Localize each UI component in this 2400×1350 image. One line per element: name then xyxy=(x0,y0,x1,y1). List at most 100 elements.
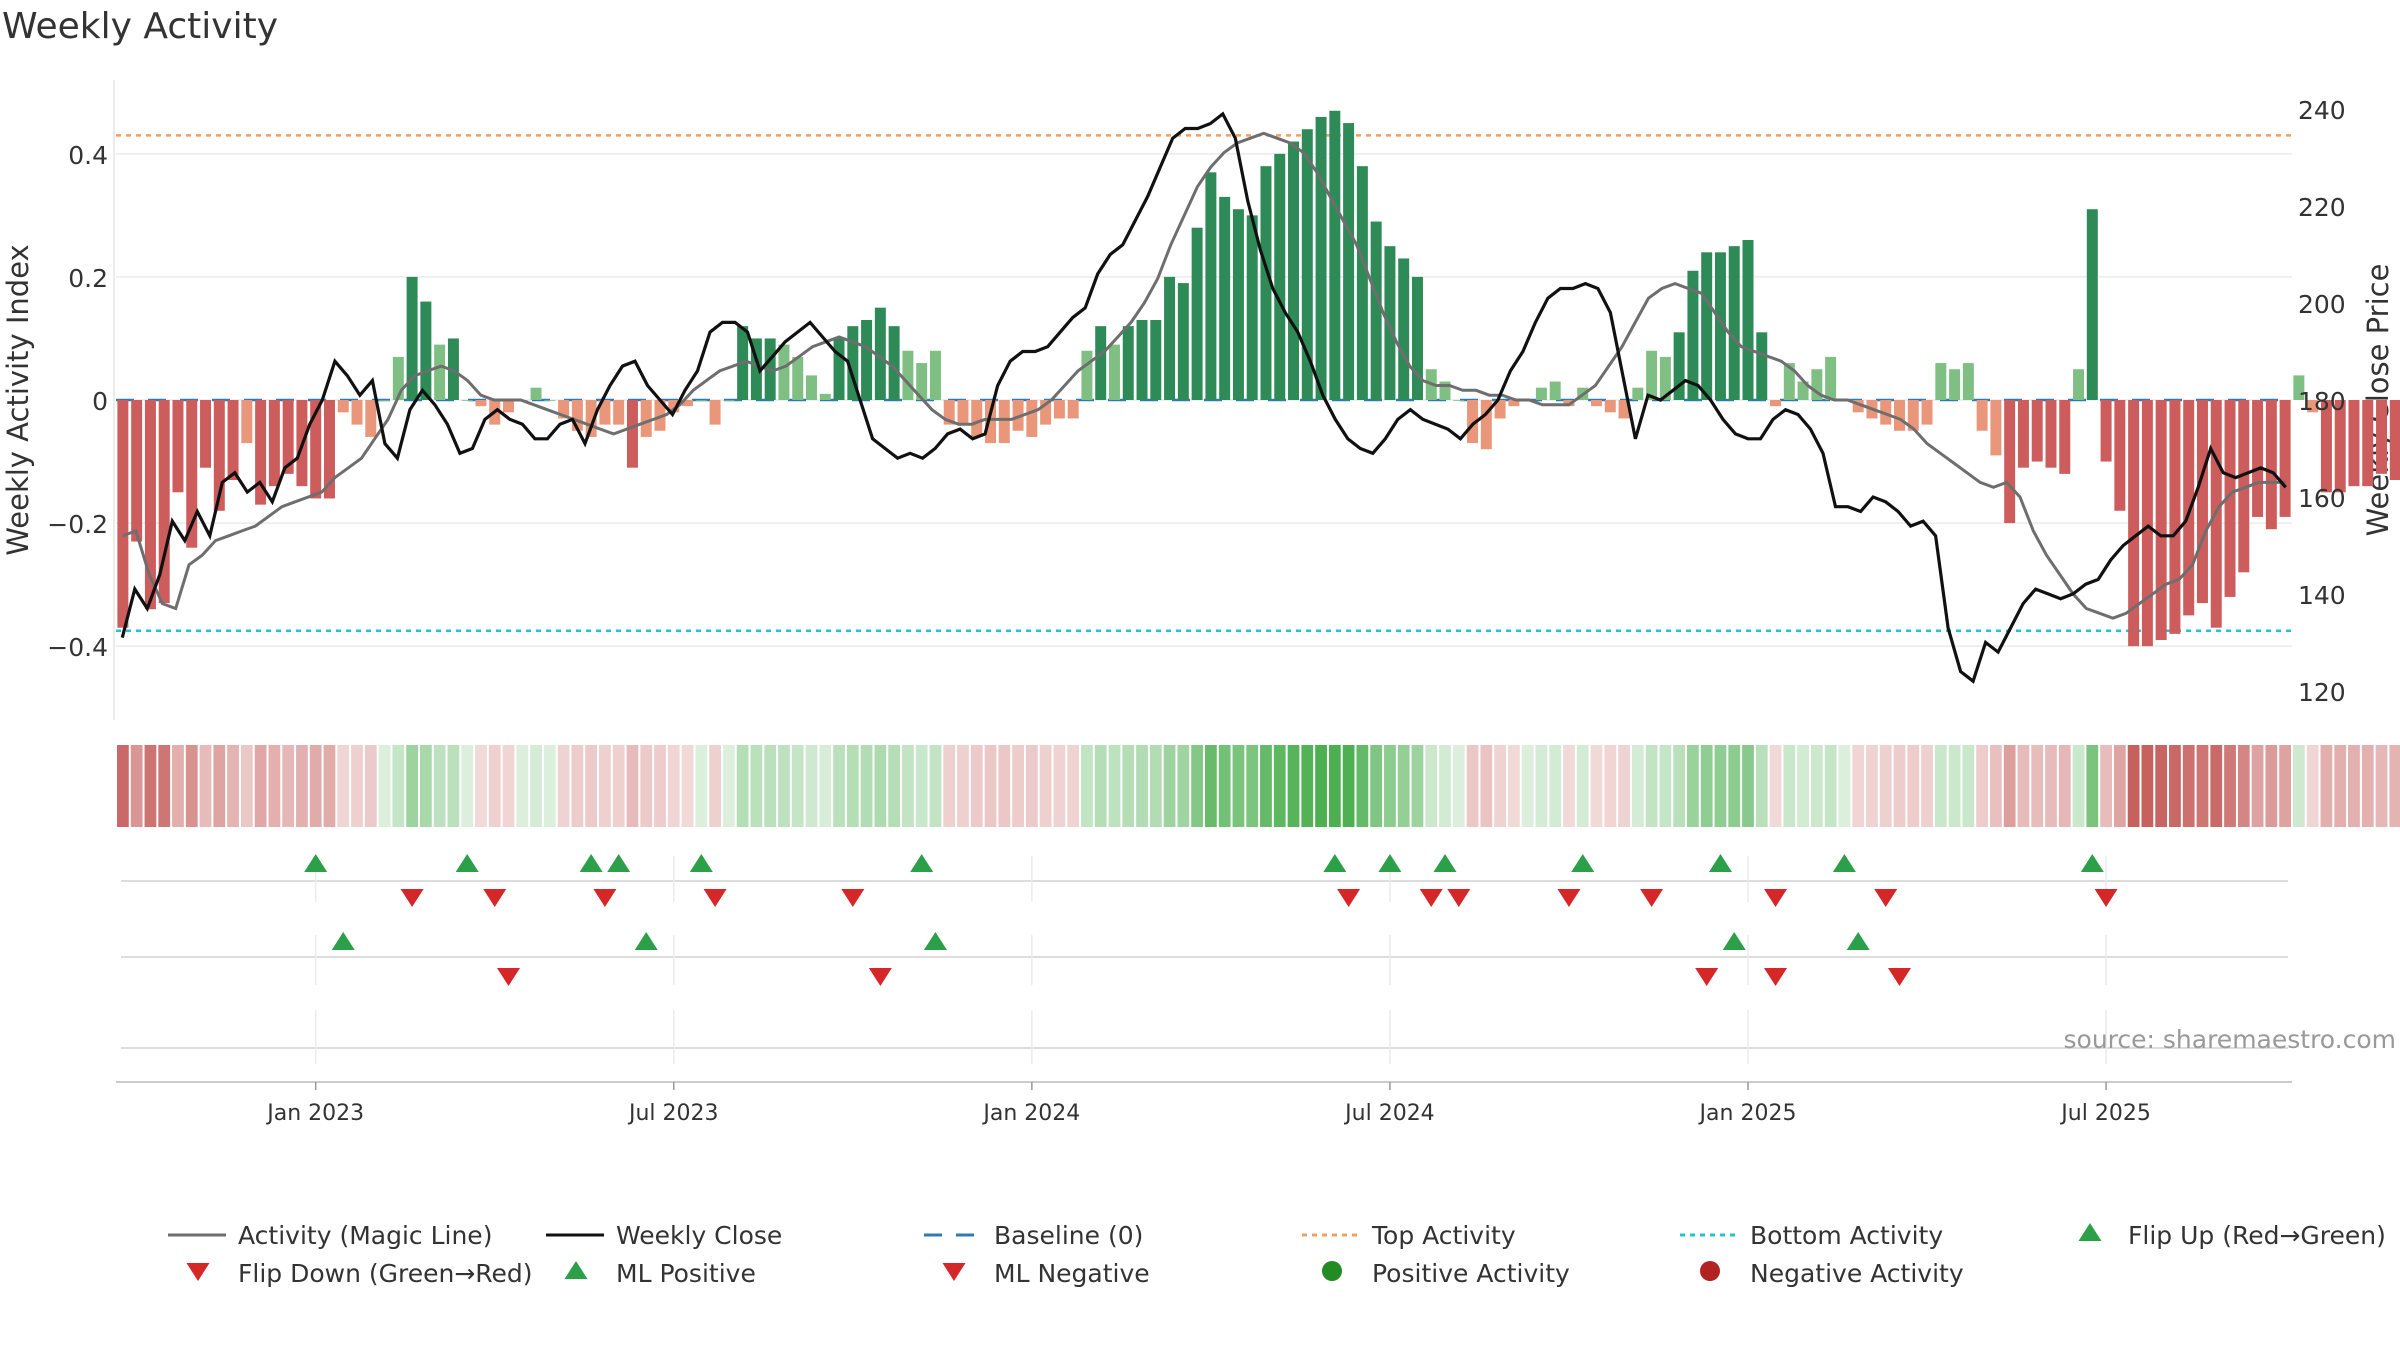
legend-ml-positive-marker xyxy=(564,1261,588,1279)
activity-bar xyxy=(1508,400,1520,407)
activity-bar xyxy=(1053,400,1065,419)
activity-bar xyxy=(2334,400,2346,493)
heat-cell xyxy=(667,745,680,827)
heat-cell xyxy=(530,745,542,827)
flip-up-marker xyxy=(579,854,603,872)
activity-bar xyxy=(1714,252,1726,400)
activity-bar xyxy=(2238,400,2250,573)
flip-up-marker xyxy=(1708,854,1732,872)
heat-cell xyxy=(2320,745,2333,827)
heat-cell xyxy=(543,745,556,827)
activity-bar xyxy=(1398,258,1410,400)
heat-cell xyxy=(1934,745,1947,827)
activity-bar xyxy=(1852,400,1864,413)
heat-cell xyxy=(1218,745,1231,827)
activity-bar xyxy=(117,400,129,628)
heat-cell xyxy=(2251,745,2264,827)
activity-bar xyxy=(1880,400,1892,425)
heat-cell xyxy=(1439,745,1451,827)
legend-weekly-close-label: Weekly Close xyxy=(616,1221,782,1250)
heat-cell xyxy=(1246,745,1259,827)
activity-bar xyxy=(613,400,625,425)
chart-title: Weekly Activity xyxy=(2,6,278,47)
activity-bar xyxy=(2320,400,2332,493)
heat-cell xyxy=(1053,745,1066,827)
heat-cell xyxy=(1866,745,1878,827)
activity-bar xyxy=(1012,400,1024,431)
activity-bar xyxy=(902,350,914,400)
activity-bar xyxy=(2045,400,2057,468)
heat-cell xyxy=(1507,745,1520,827)
heat-cell xyxy=(1342,745,1355,827)
activity-bar xyxy=(1205,172,1217,400)
heat-cell xyxy=(2169,745,2181,827)
heat-cell xyxy=(282,745,295,827)
heat-cell xyxy=(1163,745,1176,827)
activity-bar xyxy=(806,375,817,400)
activity-bar xyxy=(1370,221,1382,400)
activity-bar xyxy=(461,400,473,401)
heat-cell xyxy=(2017,745,2030,827)
activity-bar xyxy=(2141,400,2153,647)
legend-bottom-label: Bottom Activity xyxy=(1750,1221,1943,1250)
heat-cell xyxy=(1108,745,1121,827)
heat-cell xyxy=(2045,745,2057,827)
heat-cell xyxy=(915,745,928,827)
y-axis-ticks-left: 0.4 0.2 0 −0.2 −0.4 xyxy=(47,141,108,662)
ml-positive-marker xyxy=(1846,932,1870,950)
activity-bar xyxy=(1962,363,1974,400)
heat-cell xyxy=(1714,745,1727,827)
activity-bar xyxy=(213,400,225,511)
activity-bar xyxy=(1108,344,1120,400)
flip-down-marker xyxy=(1764,889,1788,907)
heat-cell xyxy=(1810,745,1823,827)
activity-bar xyxy=(723,400,735,401)
legend-negative-label: Negative Activity xyxy=(1750,1259,1964,1288)
x-tick-label: Jan 2024 xyxy=(981,1101,1080,1126)
heat-cell xyxy=(433,745,446,827)
heat-cell xyxy=(364,745,377,827)
ml-negative-marker xyxy=(1887,968,1911,986)
flip-up-marker xyxy=(304,854,328,872)
activity-bar xyxy=(1535,387,1547,400)
flip-up-marker xyxy=(1323,854,1347,872)
activity-bar xyxy=(1618,400,1630,419)
flip-down-marker xyxy=(1337,889,1361,907)
activity-bar xyxy=(1825,356,1837,400)
flip-up-marker xyxy=(689,854,713,872)
heat-cell xyxy=(846,745,859,827)
activity-bar xyxy=(640,400,652,437)
heat-cell xyxy=(1425,745,1438,827)
heat-cell xyxy=(2265,745,2278,827)
ml-positive-marker xyxy=(634,932,658,950)
heat-cell xyxy=(1205,745,1217,827)
legend-baseline-label: Baseline (0) xyxy=(994,1221,1143,1250)
heat-cell xyxy=(1136,745,1148,827)
heat-cell xyxy=(1521,745,1534,827)
heat-cell xyxy=(943,745,956,827)
activity-bar xyxy=(530,387,542,400)
activity-bar xyxy=(1659,356,1671,400)
activity-bar xyxy=(323,400,335,499)
activity-bar xyxy=(434,344,446,400)
x-tick-label: Jul 2024 xyxy=(1343,1101,1435,1126)
heat-cell xyxy=(323,745,336,827)
activity-bar xyxy=(1494,400,1506,419)
heat-cell xyxy=(337,745,350,827)
activity-bar xyxy=(585,400,597,437)
heat-cell xyxy=(268,745,281,827)
heat-cell xyxy=(227,745,239,827)
activity-bar xyxy=(2362,400,2374,487)
activity-bar xyxy=(172,400,184,493)
y-axis-ticks-right: 240 220 200 180 160 140 120 xyxy=(2298,96,2346,707)
heat-cell xyxy=(1067,745,1080,827)
activity-bar xyxy=(2348,400,2360,487)
heat-cell xyxy=(681,745,694,827)
heat-cell xyxy=(984,745,997,827)
signal-markers xyxy=(121,854,2288,1281)
flip-down-marker xyxy=(1557,889,1581,907)
flip-down-marker xyxy=(593,889,617,907)
heat-cell xyxy=(1260,745,1272,827)
activity-bar xyxy=(709,400,721,425)
flip-down-marker xyxy=(703,889,727,907)
